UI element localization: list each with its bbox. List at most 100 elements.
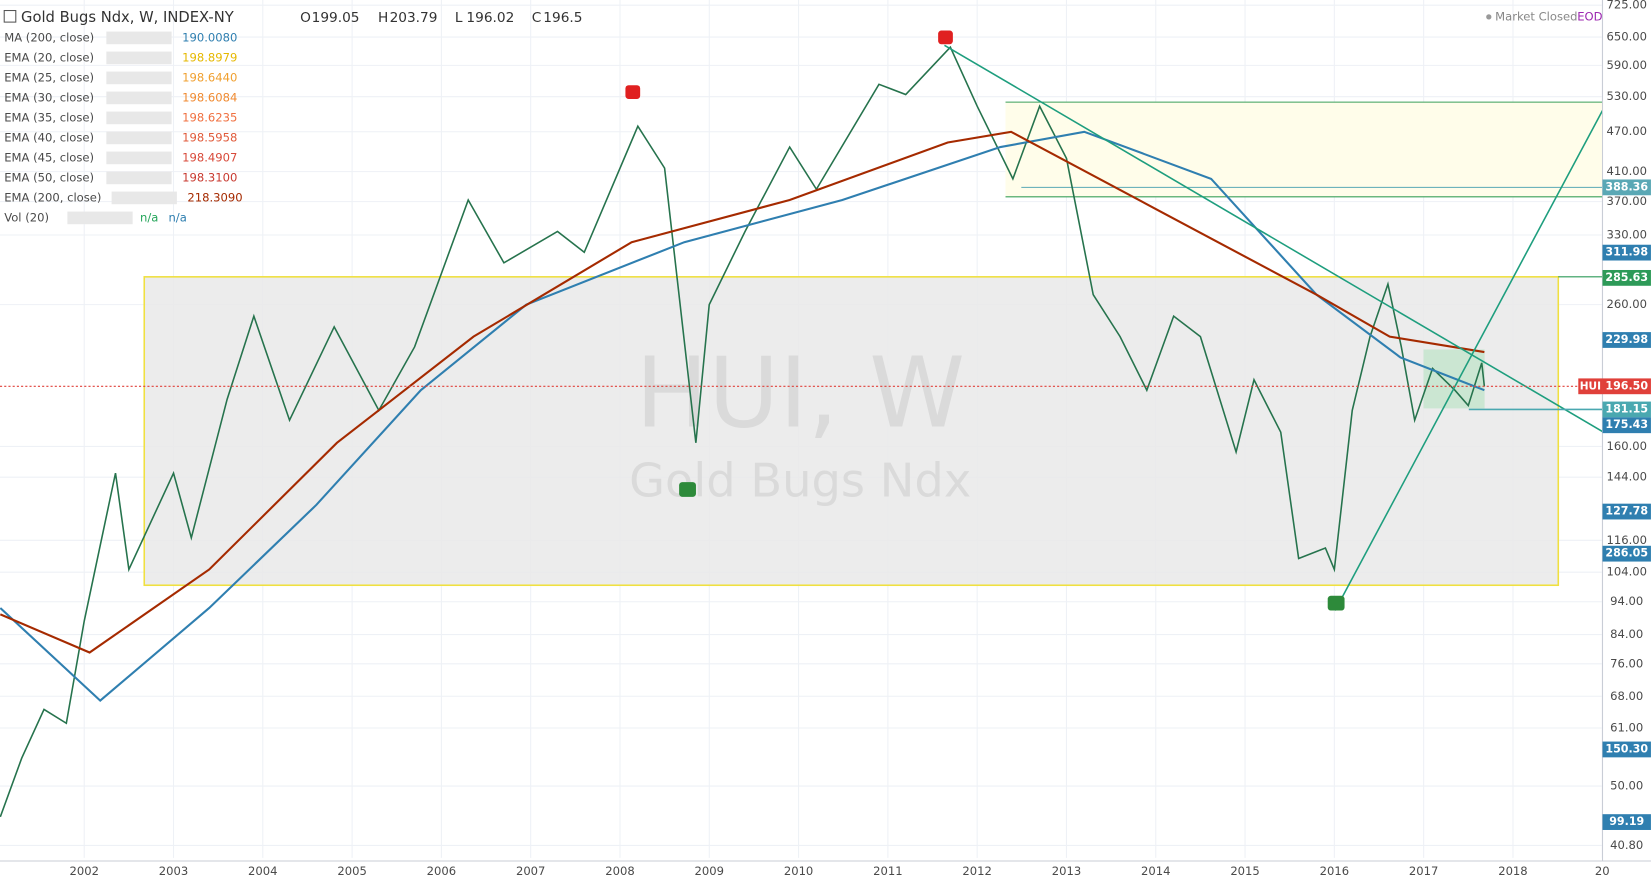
legend-buttons[interactable] (106, 91, 172, 105)
legend-value: 198.8979 (182, 50, 237, 64)
y-tick-label: 330.00 (1606, 228, 1647, 242)
axes: 725.00 650.00 590.00 530.00 470.00 410.00 370.… (69, 0, 1651, 878)
trend-line (944, 44, 1603, 433)
ohlc-key: O (300, 10, 311, 26)
y-tick-label: 104.00 (1606, 565, 1647, 579)
price-badge (1602, 244, 1651, 261)
ohlc-value: 203.79 (390, 10, 438, 26)
y-tick-label: 470.00 (1606, 124, 1647, 138)
y-tick-label: 530.00 (1606, 89, 1647, 103)
trend-line (1334, 110, 1604, 611)
legend-buttons[interactable] (106, 151, 172, 165)
price-badge-label: 388.36 (1605, 180, 1648, 193)
x-tick-label: 2004 (248, 864, 277, 878)
legend-buttons[interactable] (111, 191, 177, 205)
legend-value: n/a (140, 210, 158, 224)
x-tick-label: 2002 (69, 864, 98, 878)
y-tick-label: 84.00 (1610, 627, 1643, 641)
zone-rect (1005, 102, 1603, 197)
price-badge (1602, 332, 1651, 348)
legend-name: Vol (20) (4, 210, 49, 224)
status-dot (1486, 14, 1492, 20)
legend-value: 218.3090 (187, 190, 242, 204)
price-badge-label: 229.98 (1605, 333, 1648, 346)
legend-value: 198.6440 (182, 70, 237, 84)
price-badge-label: 196.50 (1605, 379, 1648, 392)
market-status: Market Closed (1495, 9, 1577, 23)
legend-buttons[interactable] (106, 111, 172, 125)
y-tick-label: 76.00 (1610, 656, 1643, 670)
sell-icon (938, 30, 953, 45)
y-tick-label: 260.00 (1606, 297, 1647, 311)
ohlc-key: H (378, 10, 388, 26)
watermark-symbol: HUI, W (635, 336, 965, 449)
x-tick-label: 2011 (873, 864, 902, 878)
indicator-line (0, 130, 1485, 703)
legend-buttons[interactable] (67, 211, 133, 225)
y-tick-label: 144.00 (1606, 470, 1647, 484)
legend-value: 198.3100 (182, 170, 237, 184)
sell-icon (625, 85, 641, 99)
price-badge (1602, 269, 1651, 286)
y-tick-label: 68.00 (1610, 689, 1643, 703)
legend-value: 190.0080 (182, 30, 237, 44)
y-tick-label: 410.00 (1606, 164, 1647, 178)
price-badge-tag (1578, 378, 1603, 395)
legend-buttons[interactable] (106, 171, 172, 185)
y-tick-label: 40.80 (1610, 838, 1643, 852)
legend-value: 198.6084 (182, 90, 237, 104)
legend-name: EMA (40, close) (4, 130, 94, 144)
legend-buttons[interactable] (106, 131, 172, 145)
ohlc-key: L (455, 10, 463, 26)
x-tick-label: 2017 (1409, 864, 1438, 878)
collapse-button[interactable] (3, 9, 17, 23)
legend-name: EMA (30, close) (4, 90, 94, 104)
x-tick-label: 2005 (337, 864, 366, 878)
legend: Gold Bugs Ndx, W, INDEX-NY O 199.05 H 203.7… (3, 9, 582, 225)
watermark-name: Gold Bugs Ndx (629, 454, 971, 508)
y-tick-label: 725.00 (1606, 0, 1647, 12)
y-tick-label: 61.00 (1610, 720, 1643, 734)
legend-buttons[interactable] (106, 31, 172, 45)
price-badge (1602, 401, 1651, 418)
y-tick-label: 50.00 (1610, 779, 1643, 793)
legend-value: 198.4907 (182, 150, 237, 164)
x-tick-label: 2013 (1052, 864, 1081, 878)
price-badge (1602, 741, 1651, 758)
price-badge-tag-label: HUI (1580, 380, 1601, 392)
price-badge (1602, 814, 1651, 830)
price-badge-label: 285.63 (1605, 271, 1648, 284)
legend-buttons[interactable] (106, 51, 172, 65)
y-tick-label: 650.00 (1606, 30, 1647, 44)
price-badge-label: 175.43 (1605, 418, 1648, 431)
price-badge-label: 127.78 (1605, 505, 1648, 518)
buy-icon (1327, 595, 1345, 611)
legend-name: EMA (35, close) (4, 110, 94, 124)
y-tick-label: 160.00 (1606, 439, 1647, 453)
price-badge (1602, 179, 1651, 196)
y-tick-label: 116.00 (1606, 533, 1647, 547)
x-tick-label: 2018 (1498, 864, 1527, 878)
y-tick-label: 94.00 (1610, 594, 1643, 608)
legend-buttons[interactable] (106, 71, 172, 85)
indicator-line (0, 130, 1485, 654)
y-tick-label: 590.00 (1606, 58, 1647, 72)
feed-label: EOD (1577, 9, 1602, 23)
ohlc-value: 196.02 (466, 10, 514, 26)
legend-name: EMA (45, close) (4, 150, 94, 164)
x-tick-label: 2009 (695, 864, 724, 878)
x-tick-label: 2007 (516, 864, 545, 878)
legend-name: EMA (200, close) (4, 190, 101, 204)
price-badge-label: 150.30 (1605, 742, 1648, 755)
x-tick-label: 2003 (159, 864, 188, 878)
range-box (143, 276, 1560, 587)
ohlc-value: 196.5 (543, 10, 582, 26)
x-tick-label: 2010 (784, 864, 813, 878)
price-badge (1602, 503, 1651, 520)
legend-value: 198.5958 (182, 130, 237, 144)
price-badge (1602, 378, 1651, 395)
ohlc-key: C (532, 10, 542, 26)
buy-icon (679, 482, 696, 497)
price-badge-label: 99.19 (1609, 815, 1644, 828)
